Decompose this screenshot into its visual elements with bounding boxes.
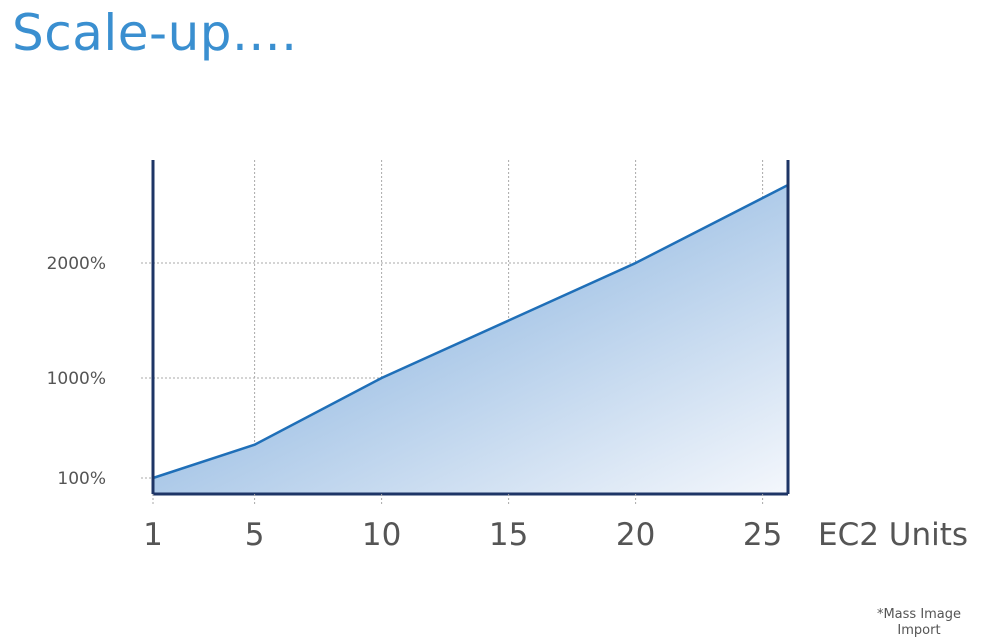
x-tick-label: 25 — [743, 517, 782, 553]
x-tick-labels: 1 5 10 15 20 25 — [143, 517, 782, 553]
y-tick-labels: 100% 1000% 2000% — [47, 254, 106, 489]
y-tick-label: 100% — [57, 469, 106, 489]
chart-axes — [151, 160, 790, 506]
x-tick-label: 10 — [362, 517, 401, 553]
series-line — [152, 183, 789, 480]
x-tick-label: 1 — [143, 517, 163, 553]
x-tick-label: 5 — [245, 517, 265, 553]
y-tick-label: 1000% — [47, 369, 106, 389]
y-tick-label: 2000% — [47, 254, 106, 274]
series-area-fill — [153, 185, 788, 494]
x-tick-label: 20 — [616, 517, 655, 553]
slide-title: Scale-up.... — [12, 4, 298, 62]
footnote: *Mass Image Import — [876, 607, 962, 638]
x-tick-label: 15 — [489, 517, 528, 553]
area-chart: 100%1000%2000% 1 5 10 15 20 25 EC2 Units — [47, 160, 968, 553]
x-axis-label: EC2 Units — [818, 517, 968, 553]
